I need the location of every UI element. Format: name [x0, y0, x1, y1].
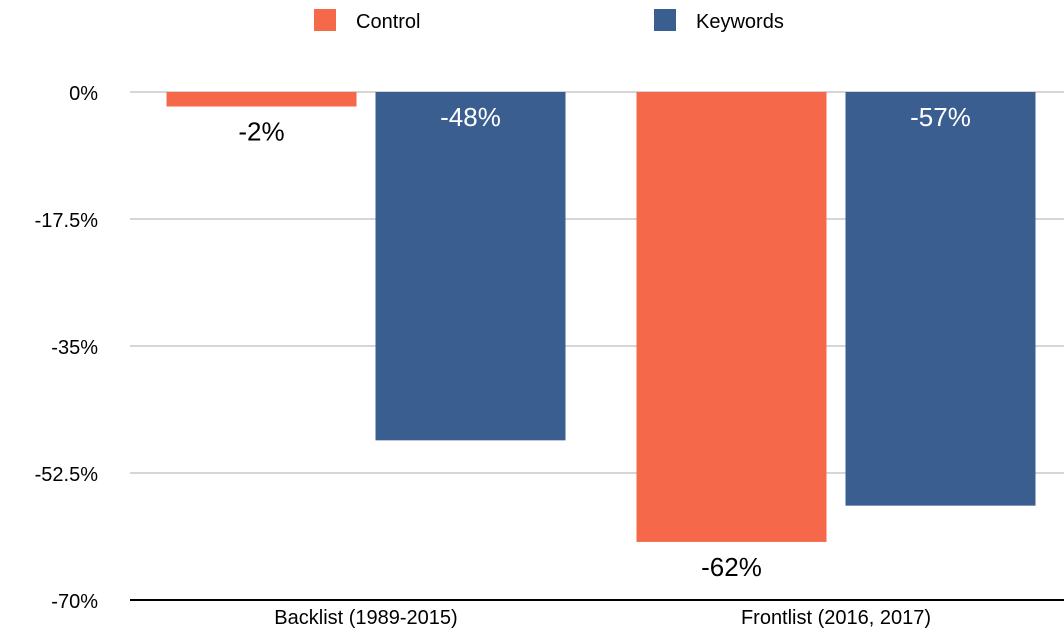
y-tick-label: -52.5% [35, 464, 99, 486]
y-tick-label: 0% [69, 83, 98, 105]
x-category-label: Frontlist (2016, 2017) [741, 607, 931, 629]
bar-keywords-0 [375, 92, 566, 441]
legend-swatch-keywords [654, 9, 676, 31]
y-tick-label: -70% [51, 591, 98, 613]
data-label: -62% [701, 552, 762, 582]
x-category-label: Backlist (1989-2015) [274, 607, 457, 629]
bar-control-0 [166, 92, 357, 107]
y-tick-label: -17.5% [35, 210, 99, 232]
legend-label: Keywords [696, 11, 784, 33]
data-label: -48% [440, 102, 501, 132]
bar-keywords-1 [845, 92, 1036, 506]
legend-swatch-control [314, 9, 336, 31]
legend-label: Control [356, 11, 420, 33]
bar-control-1 [636, 92, 827, 542]
data-label: -2% [238, 117, 284, 147]
y-tick-label: -35% [51, 337, 98, 359]
data-label: -57% [910, 102, 971, 132]
